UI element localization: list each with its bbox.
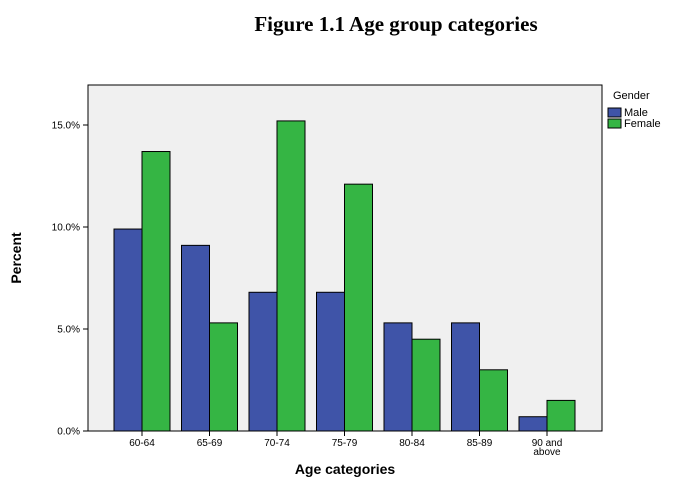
bar-female-0 bbox=[141, 151, 171, 432]
bar-female-1 bbox=[209, 322, 238, 432]
x-axis: 60-64 65-69 70-74 75-79 80-84 85-89 90 and abov… bbox=[129, 431, 562, 458]
x-axis-title: Age categories bbox=[295, 461, 396, 477]
x-tick-label: 90 and above bbox=[532, 438, 563, 458]
legend-title: Gender bbox=[613, 90, 650, 102]
bar-female-6 bbox=[546, 399, 576, 432]
x-tick-label: 70-74 bbox=[264, 438, 290, 449]
legend-swatch-female bbox=[607, 118, 622, 129]
y-tick-label: 5.0% bbox=[57, 325, 80, 336]
bar-male-6 bbox=[518, 416, 548, 432]
legend-label-female: Female bbox=[624, 118, 661, 130]
chart-title: Figure 1.1 Age group categories bbox=[254, 12, 538, 36]
bar-male-2 bbox=[248, 291, 278, 432]
y-axis: 0.0% 5.0% 10.0% 15.0% bbox=[52, 121, 88, 438]
bar-male-0 bbox=[113, 228, 143, 432]
bar-male-5 bbox=[451, 322, 480, 432]
bar-male-3 bbox=[316, 291, 345, 432]
y-tick-label: 0.0% bbox=[57, 427, 80, 438]
y-tick-label: 15.0% bbox=[52, 121, 80, 132]
x-tick-label: 60-64 bbox=[129, 438, 155, 449]
x-tick-label: 80-84 bbox=[399, 438, 425, 449]
bar-female-5 bbox=[479, 369, 508, 432]
bar-female-4 bbox=[411, 338, 441, 432]
y-tick-label: 10.0% bbox=[52, 223, 80, 234]
legend-swatch-male bbox=[607, 107, 622, 118]
bars-group bbox=[113, 120, 576, 432]
y-axis-title: Percent bbox=[8, 232, 24, 284]
x-tick-label: 75-79 bbox=[332, 438, 358, 449]
x-tick-label: 65-69 bbox=[197, 438, 223, 449]
bar-male-1 bbox=[181, 244, 210, 432]
bar-female-3 bbox=[344, 183, 373, 432]
x-tick-label: 85-89 bbox=[467, 438, 493, 449]
legend-label-male: Male bbox=[624, 107, 648, 119]
bar-male-4 bbox=[383, 322, 413, 432]
bar-female-2 bbox=[276, 120, 306, 432]
